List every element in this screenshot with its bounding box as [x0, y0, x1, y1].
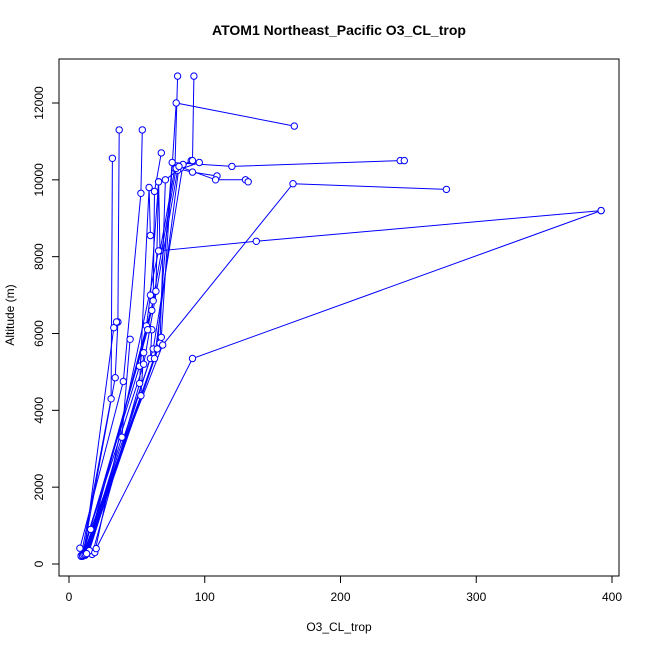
series-line-21 [95, 210, 602, 549]
y-tick-label: 2000 [32, 473, 46, 500]
data-point [188, 156, 197, 165]
x-tick-label: 400 [602, 590, 622, 604]
series-line-2 [82, 129, 120, 557]
data-point [76, 544, 84, 552]
series-line-20 [94, 210, 602, 553]
data-point [152, 287, 160, 295]
data-point [92, 544, 100, 553]
data-point [140, 360, 148, 368]
data-point [195, 158, 204, 167]
data-point [119, 377, 128, 386]
data-point [135, 379, 144, 388]
data-point [400, 156, 408, 165]
data-point [597, 206, 605, 215]
data-point [161, 176, 170, 184]
data-point [153, 345, 161, 353]
data-point [211, 176, 220, 184]
data-point [111, 374, 119, 382]
data-point [252, 237, 260, 246]
series-line-11 [86, 76, 179, 553]
data-point [159, 341, 167, 349]
y-tick-label: 8000 [32, 243, 46, 270]
y-axis: 0 2000 4000 6000 8000 10000 12000 [32, 86, 60, 567]
x-axis: 0 100 200 300 400 [66, 575, 622, 604]
data-point [290, 122, 298, 130]
data-point [188, 168, 197, 176]
series-line-19 [90, 183, 447, 530]
y-tick-label: 12000 [32, 86, 46, 120]
data-point [137, 392, 145, 400]
data-point [188, 354, 197, 363]
series-line-17 [84, 160, 405, 555]
data-point [244, 178, 252, 186]
data-point [157, 333, 166, 341]
y-tick-label: 0 [32, 560, 46, 567]
data-point [82, 549, 91, 558]
data-point [87, 525, 95, 534]
data-point [228, 162, 236, 171]
y-tick-label: 6000 [32, 320, 46, 347]
x-tick-label: 100 [195, 590, 215, 604]
series-line-14 [80, 162, 200, 557]
data-point [154, 178, 163, 186]
x-tick-label: 0 [66, 590, 73, 604]
data-point [190, 72, 198, 80]
data-point [118, 433, 126, 441]
data-point [112, 318, 121, 326]
data-point [108, 154, 117, 163]
data-point [172, 99, 180, 107]
data-point [168, 158, 176, 167]
data-point [173, 72, 182, 80]
x-axis-label: O3_CL_trop [306, 620, 372, 634]
x-tick-label: 200 [330, 590, 350, 604]
chart-title: ATOM1 Northeast_Pacific O3_CL_trop [212, 22, 466, 38]
data-point [289, 180, 297, 188]
data-point [137, 189, 145, 198]
data-point [126, 335, 134, 343]
data-point [144, 326, 152, 334]
data-point [146, 231, 155, 240]
data-point [175, 162, 183, 171]
data-point [157, 149, 166, 157]
y-axis-label: Altitude (m) [3, 284, 17, 345]
data-point [138, 126, 147, 134]
data-point [140, 349, 148, 357]
x-tick-label: 300 [466, 590, 486, 604]
data-point [150, 354, 159, 363]
data-point [150, 187, 159, 196]
data-point [148, 306, 156, 315]
data-point [146, 291, 155, 299]
data-point [154, 247, 163, 255]
data-point [115, 126, 123, 134]
y-tick-label: 4000 [32, 397, 46, 424]
data-point [442, 185, 451, 194]
series-line-4 [79, 129, 143, 549]
y-tick-label: 10000 [32, 163, 46, 197]
data-point [107, 395, 115, 403]
data-point [149, 297, 157, 305]
series-layer [76, 72, 605, 560]
data-point [145, 183, 153, 192]
